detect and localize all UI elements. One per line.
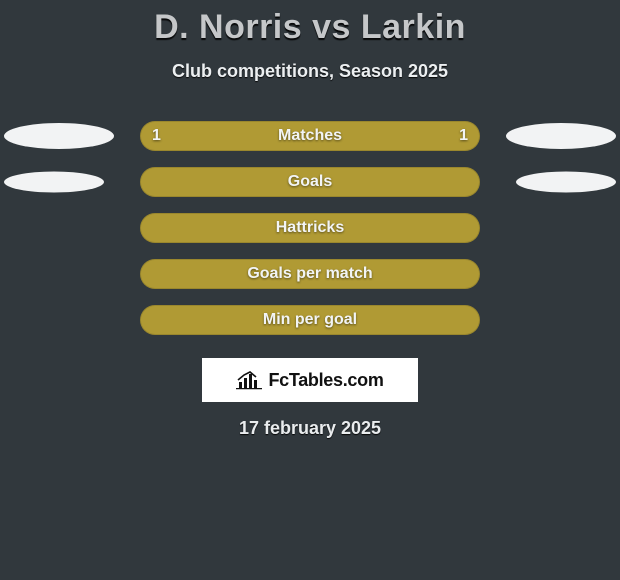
watermark-logo: FcTables.com: [202, 358, 418, 402]
stat-label: Hattricks: [276, 219, 344, 237]
stat-bar: Goals: [140, 167, 480, 197]
page-subtitle: Club competitions, Season 2025: [172, 61, 448, 82]
stat-bar: Hattricks: [140, 213, 480, 243]
stat-rows: 1 Matches 1 Goals Hattricks Goals per match Mi…: [0, 120, 620, 336]
ellipse-left: [4, 172, 104, 193]
stat-row: Goals per match: [0, 258, 620, 290]
stat-left-value: 1: [152, 127, 161, 145]
stat-label: Goals per match: [247, 265, 372, 283]
ellipse-right: [506, 123, 616, 149]
stat-right-value: 1: [459, 127, 468, 145]
ellipse-right: [516, 172, 616, 193]
stat-label: Matches: [278, 127, 342, 145]
stat-row: Goals: [0, 166, 620, 198]
stat-label: Min per goal: [263, 311, 357, 329]
stat-bar: Min per goal: [140, 305, 480, 335]
stat-row: Hattricks: [0, 212, 620, 244]
stat-bar: 1 Matches 1: [140, 121, 480, 151]
stat-label: Goals: [288, 173, 332, 191]
barchart-icon: [236, 370, 262, 390]
stat-row: 1 Matches 1: [0, 120, 620, 152]
stat-row: Min per goal: [0, 304, 620, 336]
ellipse-left: [4, 123, 114, 149]
page-title: D. Norris vs Larkin: [154, 8, 466, 47]
snapshot-date: 17 february 2025: [239, 418, 381, 439]
logo-text: FcTables.com: [268, 370, 383, 391]
stat-bar: Goals per match: [140, 259, 480, 289]
